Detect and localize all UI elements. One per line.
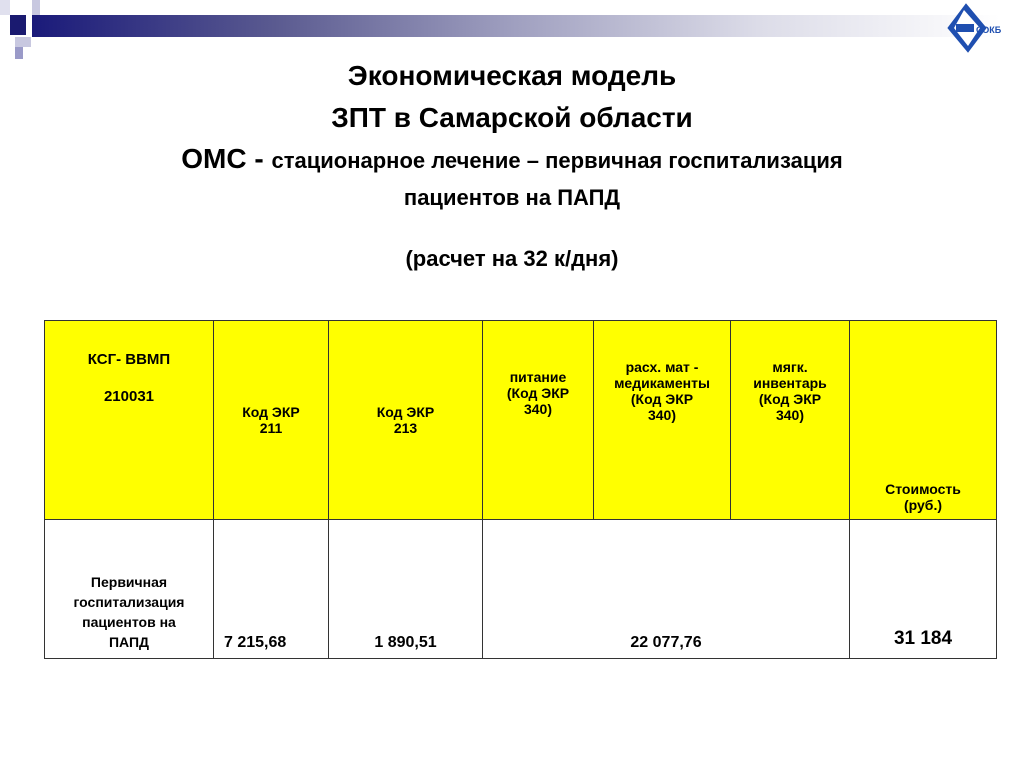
header-text: (Код ЭКР (506, 385, 570, 401)
decor-square (32, 0, 40, 15)
subtitle-line-1: ОМС - стационарное лечение – первичная г… (0, 143, 1024, 175)
header-text: КСГ- ВВМП (87, 351, 171, 368)
header-text: 340) (647, 407, 677, 423)
decor-square (15, 37, 31, 47)
header-text: 340) (775, 407, 805, 423)
header-text: 210031 (103, 388, 155, 405)
header-medicines: расх. мат - медикаменты (Код ЭКР 340) (593, 320, 731, 520)
header-text: медикаменты (614, 375, 710, 391)
header-text: (Код ЭКР (630, 391, 694, 407)
subtitle-line-2: пациентов на ПАПД (403, 185, 621, 210)
row-name-text: Первичная (90, 574, 168, 590)
header-ksg: КСГ- ВВМП 210031 (44, 320, 214, 520)
row-name-text: госпитализация (73, 594, 185, 610)
header-text: инвентарь (753, 375, 827, 391)
value-ekr213: 1 890,51 (328, 519, 483, 659)
header-cost: Стоимость (руб.) (849, 320, 997, 520)
decor-square (10, 15, 26, 35)
table-row: Первичная госпитализация пациентов на ПАПД … (44, 519, 997, 659)
decor-square (0, 0, 10, 15)
header-text: 211 (259, 420, 283, 436)
title-line-1: Экономическая модель (347, 60, 677, 91)
table-header-row: КСГ- ВВМП 210031 Код ЭКР 211 Код ЭКР 213 пи… (44, 320, 997, 520)
subtitle-prefix: ОМС - (181, 143, 272, 174)
value-ekr211: 7 215,68 (213, 519, 329, 659)
header-text: Стоимость (885, 481, 961, 497)
header-text: Код ЭКР (242, 404, 300, 420)
svg-text:СОКБ: СОКБ (976, 25, 1002, 35)
header-text: (Код ЭКР (758, 391, 822, 407)
row-name-text: пациентов на (82, 614, 176, 630)
header-text: расх. мат - (625, 359, 699, 375)
row-name-text: ПАПД (108, 634, 150, 650)
title-line-2: ЗПТ в Самарской области (331, 102, 693, 133)
cost-table: КСГ- ВВМП 210031 Код ЭКР 211 Код ЭКР 213 пи… (44, 320, 997, 659)
header-ekr213: Код ЭКР 213 (328, 320, 483, 520)
header-text: мягк. (772, 359, 808, 375)
header-text: Код ЭКР (376, 404, 435, 420)
subtitle-rest: стационарное лечение – первичная госпита… (271, 148, 843, 173)
header-food: питание (Код ЭКР 340) (482, 320, 594, 520)
header-inventory: мягк. инвентарь (Код ЭКР 340) (730, 320, 850, 520)
header-text: 213 (393, 420, 418, 436)
value-cost: 31 184 (849, 519, 997, 659)
header-gradient-bar (32, 15, 1000, 37)
value-ekr340: 22 077,76 (482, 519, 850, 659)
calc-note: (расчет на 32 к/дня) (405, 246, 619, 271)
header-text: 340) (523, 401, 553, 417)
decor-square (15, 47, 23, 59)
hospital-logo: СОКБ (944, 2, 1004, 54)
header-text: (руб.) (903, 497, 942, 513)
header-text: питание (509, 369, 567, 385)
header-ekr211: Код ЭКР 211 (213, 320, 329, 520)
row-name: Первичная госпитализация пациентов на ПАПД (44, 519, 214, 659)
